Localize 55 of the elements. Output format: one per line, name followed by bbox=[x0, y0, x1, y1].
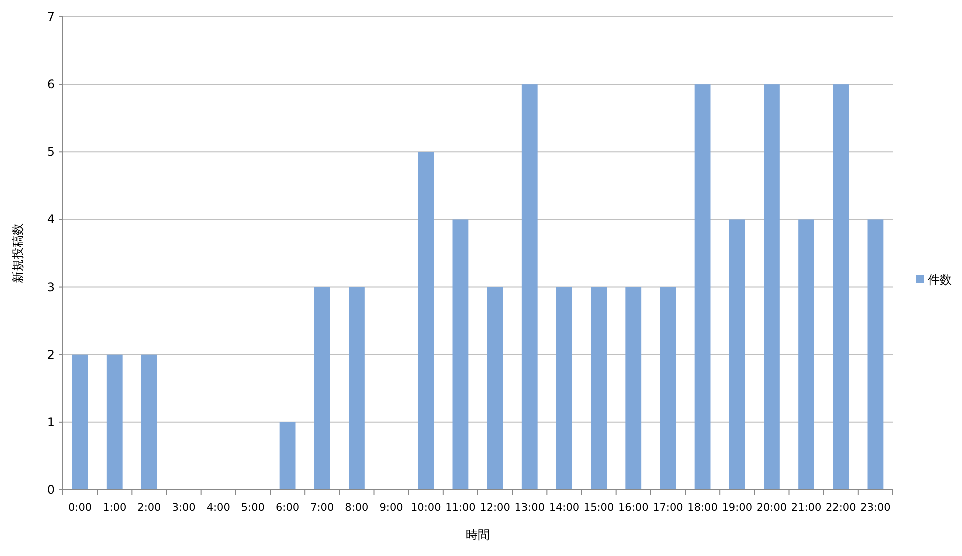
bar bbox=[868, 220, 884, 490]
x-tick-label: 16:00 bbox=[618, 502, 649, 514]
bar bbox=[798, 220, 814, 490]
x-tick-label: 4:00 bbox=[206, 502, 230, 514]
x-tick-label: 17:00 bbox=[653, 502, 684, 514]
x-tick-label: 10:00 bbox=[410, 502, 442, 514]
x-tick-label: 8:00 bbox=[345, 502, 369, 514]
x-tick-label: 21:00 bbox=[791, 502, 822, 514]
x-tick-label: 3:00 bbox=[172, 502, 196, 514]
x-tick-label: 5:00 bbox=[241, 502, 266, 514]
x-tick-label: 0:00 bbox=[68, 502, 92, 514]
x-tick-label: 6:00 bbox=[276, 502, 300, 514]
bar bbox=[487, 287, 504, 490]
bar bbox=[452, 220, 469, 490]
x-tick-label: 23:00 bbox=[860, 502, 891, 514]
x-tick-label: 9:00 bbox=[380, 502, 404, 514]
bar bbox=[729, 220, 746, 490]
bar bbox=[72, 354, 88, 490]
legend-label: 件数 bbox=[928, 273, 952, 287]
y-tick-label: 5 bbox=[47, 145, 55, 160]
bar bbox=[314, 287, 330, 490]
y-tick-label: 4 bbox=[47, 212, 55, 227]
y-tick-label: 7 bbox=[47, 10, 55, 24]
x-tick-label: 14:00 bbox=[549, 502, 580, 514]
bar bbox=[280, 422, 296, 490]
y-tick-label: 3 bbox=[47, 280, 55, 294]
y-tick-label: 0 bbox=[47, 483, 55, 497]
y-tick-label: 6 bbox=[47, 78, 55, 92]
x-tick-label: 19:00 bbox=[722, 502, 753, 514]
x-tick-label: 20:00 bbox=[756, 502, 788, 514]
x-tick-label: 7:00 bbox=[310, 502, 334, 514]
x-tick-label: 12:00 bbox=[480, 502, 510, 514]
x-tick-label: 13:00 bbox=[514, 502, 546, 514]
bar bbox=[522, 84, 538, 490]
bar bbox=[626, 287, 642, 490]
bar bbox=[418, 152, 434, 490]
bar bbox=[106, 354, 123, 490]
x-tick-label: 15:00 bbox=[584, 502, 614, 514]
bar bbox=[833, 84, 850, 490]
bar bbox=[764, 84, 780, 490]
x-tick-label: 2:00 bbox=[138, 502, 162, 514]
bar bbox=[591, 287, 607, 490]
bar bbox=[660, 287, 676, 490]
x-axis-title: 時間 bbox=[466, 528, 490, 542]
x-tick-label: 18:00 bbox=[688, 502, 718, 514]
x-tick-label: 1:00 bbox=[103, 502, 127, 514]
x-tick-label: 22:00 bbox=[826, 502, 856, 514]
bar bbox=[556, 287, 572, 490]
bar bbox=[142, 354, 158, 490]
x-tick-label: 11:00 bbox=[446, 502, 476, 514]
y-tick-label: 2 bbox=[47, 348, 55, 362]
y-axis-title: 新規投稿数 bbox=[11, 224, 25, 284]
y-tick-label: 1 bbox=[47, 415, 55, 430]
bar bbox=[349, 287, 365, 490]
bar bbox=[694, 84, 711, 490]
